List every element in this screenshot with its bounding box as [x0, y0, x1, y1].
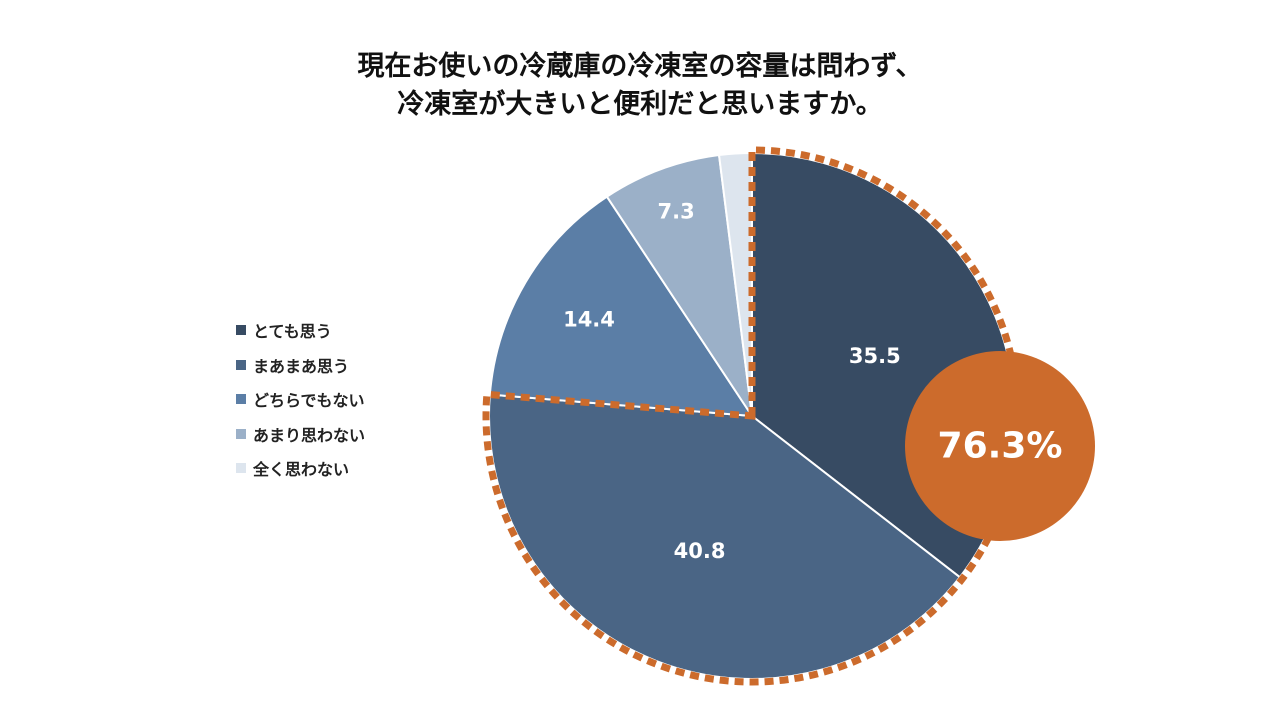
data-label: 14.4: [563, 308, 615, 332]
legend-item-mattaku: 全く思わない: [236, 451, 365, 486]
legend-label: あまり思わない: [253, 425, 366, 445]
data-label: 40.8: [674, 539, 726, 563]
highlight-circle: [905, 351, 1095, 541]
legend-swatch: [236, 325, 246, 336]
highlight-value: 76.3%: [938, 426, 1063, 467]
highlight-outline: [482, 146, 1022, 686]
legend-swatch: [236, 428, 246, 439]
legend-label: どちらでもない: [253, 391, 365, 411]
pie-slice: [488, 195, 754, 418]
legend-item-dochira: どちらでもない: [236, 382, 365, 417]
legend-swatch: [236, 359, 246, 370]
legend-item-maamaa: まあまあ思う: [236, 348, 365, 383]
chart-title-line-2: 冷凍室が大きいと便利だと思いますか。: [397, 89, 883, 120]
chart-title: 現在お使いの冷蔵庫の冷凍室の容量は問わず、 冷凍室が大きいと便利だと思いますか。: [0, 48, 1280, 124]
legend-swatch: [236, 394, 246, 405]
chart-title-line-1: 現在お使いの冷蔵庫の冷凍室の容量は問わず、: [357, 51, 923, 82]
legend-item-totemo: とても思う: [236, 313, 365, 348]
legend-label: 全く思わない: [253, 460, 350, 480]
legend: とても思う まあまあ思う どちらでもない あまり思わない 全く思わない: [236, 313, 365, 486]
legend-swatch: [236, 463, 246, 474]
data-label: 7.3: [657, 199, 694, 223]
legend-label: まあまあ思う: [253, 356, 350, 376]
legend-label: とても思う: [253, 322, 332, 342]
legend-item-amari: あまり思わない: [236, 417, 365, 452]
pie-slice: [605, 153, 753, 417]
data-label: 35.5: [849, 344, 901, 368]
